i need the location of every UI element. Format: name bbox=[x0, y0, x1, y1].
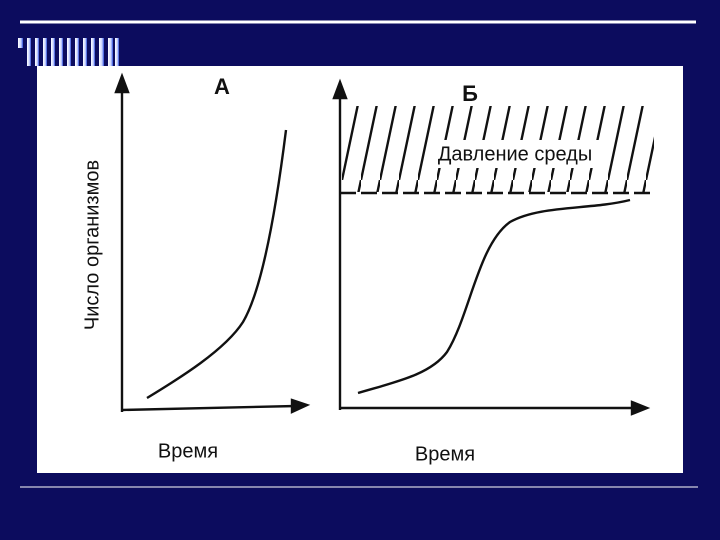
panel-a bbox=[114, 72, 311, 414]
label-bg bbox=[430, 140, 600, 168]
panel-label: А bbox=[214, 74, 230, 99]
x-axis bbox=[121, 404, 297, 412]
y-axis-label: Число организмов bbox=[81, 160, 103, 330]
decor-bars bbox=[18, 38, 119, 66]
j-curve bbox=[146, 129, 288, 400]
arrow bbox=[290, 398, 311, 414]
arrow bbox=[332, 78, 348, 100]
arrow bbox=[114, 72, 130, 94]
s-curve bbox=[357, 198, 631, 395]
arrow bbox=[630, 400, 651, 416]
panel-label: Б bbox=[462, 81, 478, 106]
panel-b bbox=[332, 78, 654, 416]
zone-label: Давление среды bbox=[438, 143, 592, 165]
x-axis-label: Время bbox=[415, 443, 475, 465]
x-axis-label: Время bbox=[158, 440, 218, 462]
